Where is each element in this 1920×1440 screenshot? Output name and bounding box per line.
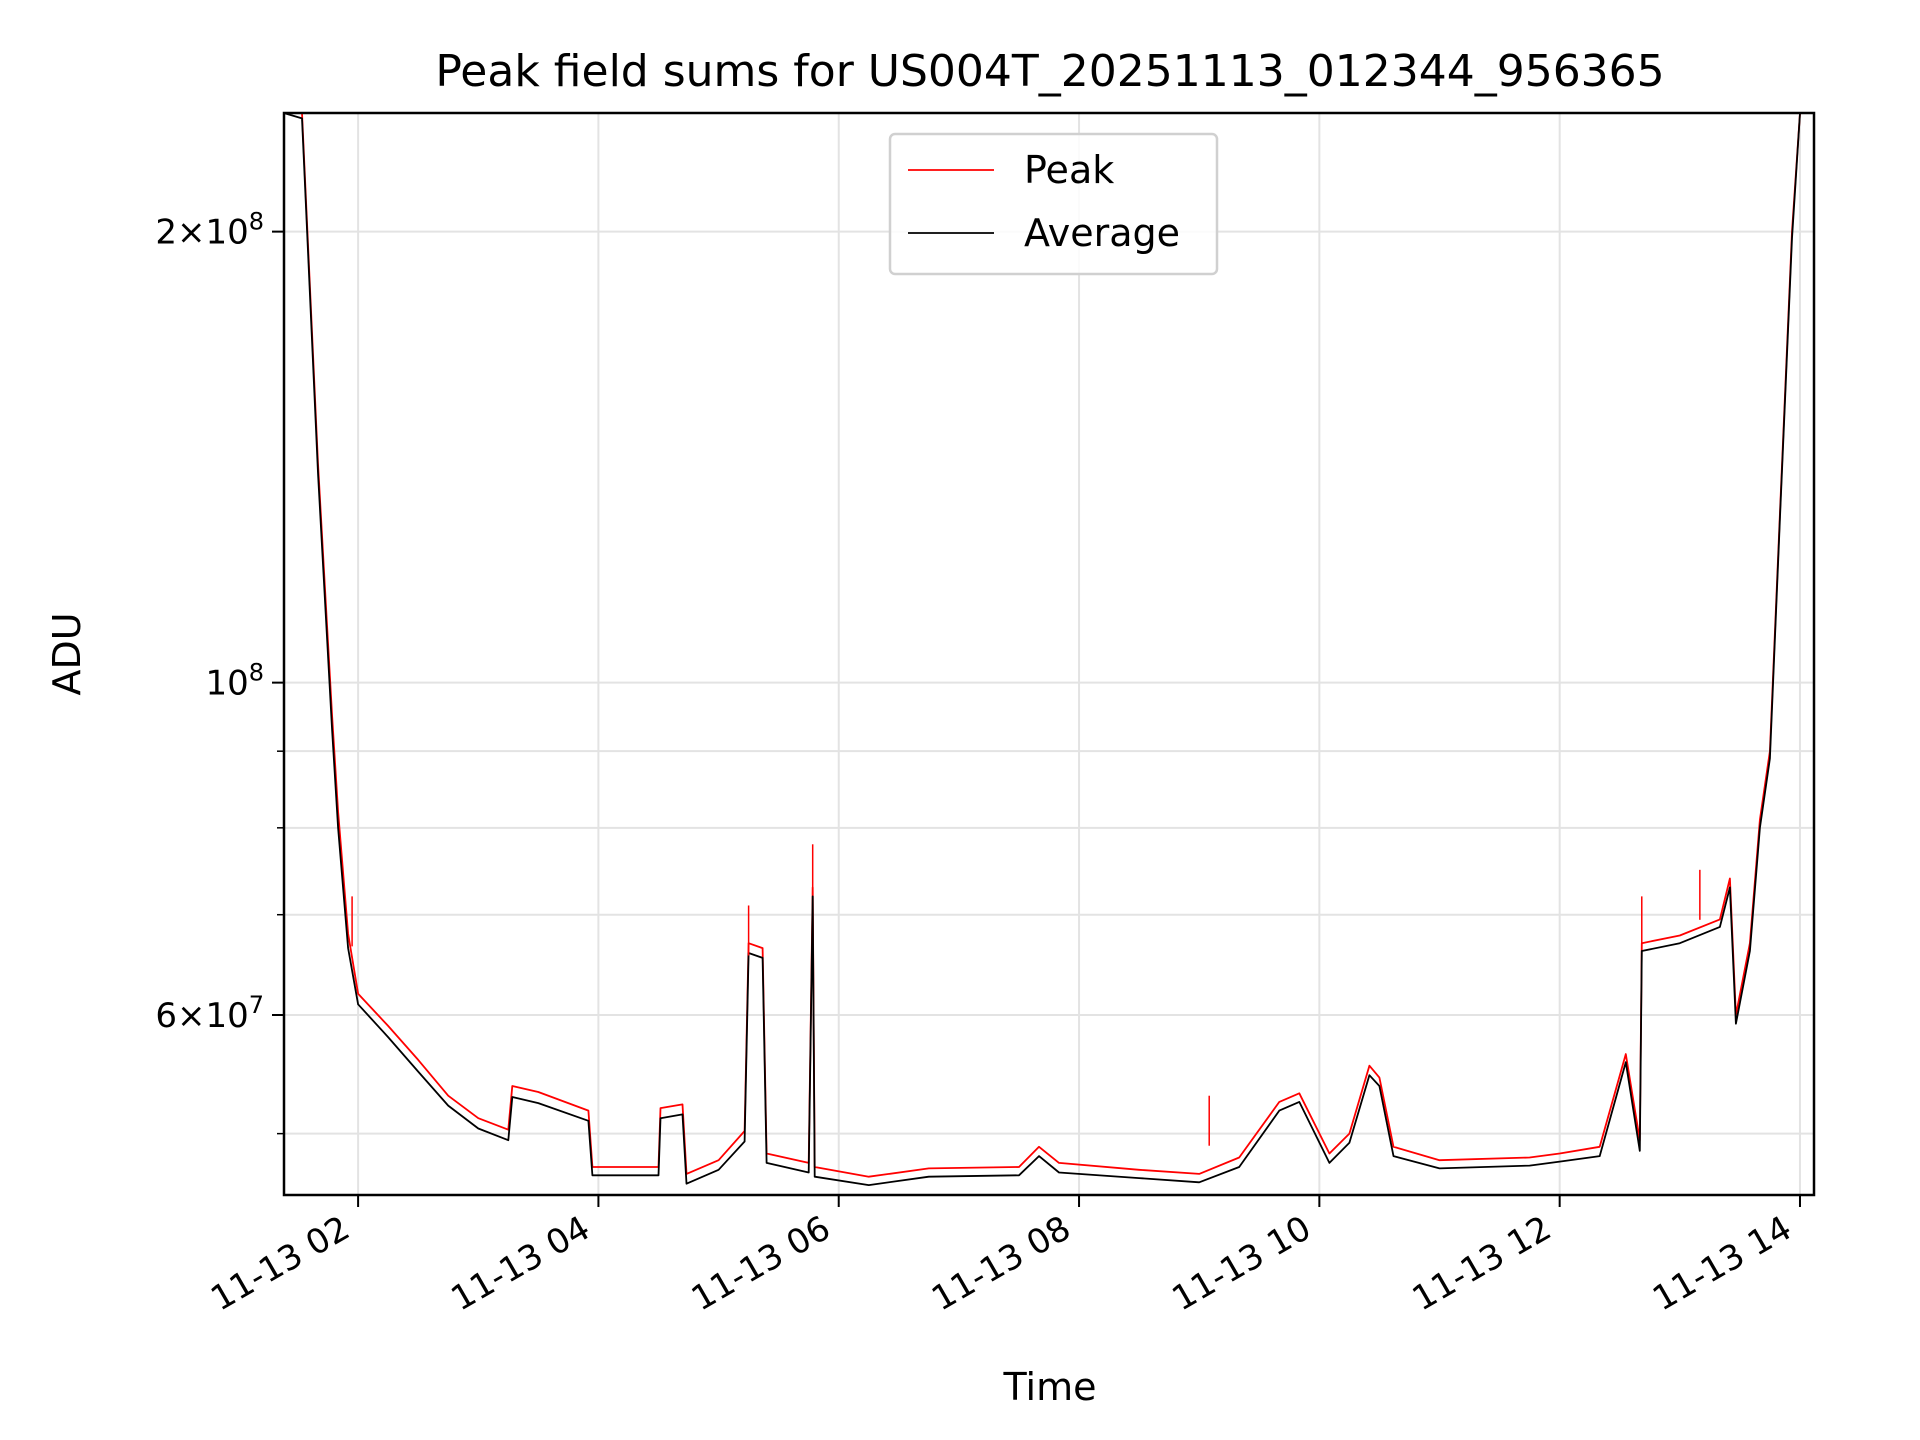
y-tick-label: 108 — [205, 659, 264, 704]
x-axis-label: Time — [1003, 1365, 1097, 1409]
plot-lines — [284, 113, 1801, 1186]
chart-title: Peak field sums for US004T_20251113_0123… — [435, 46, 1664, 97]
legend: Peak Average — [888, 132, 1219, 276]
y-axis-label: ADU — [45, 612, 89, 695]
y-tick-label: 6×107 — [155, 991, 264, 1036]
series-average-line — [284, 113, 1801, 1186]
legend-label-peak: Peak — [1024, 148, 1114, 192]
legend-box — [888, 132, 1219, 276]
plot-frame — [282, 111, 1816, 1197]
legend-label-average: Average — [1024, 211, 1180, 255]
y-axis-ticks: 108 2×108 6×107 — [155, 208, 284, 1135]
series-peak-line — [284, 113, 1801, 1178]
y-tick-label: 2×108 — [155, 208, 264, 253]
grid — [284, 113, 1814, 1195]
